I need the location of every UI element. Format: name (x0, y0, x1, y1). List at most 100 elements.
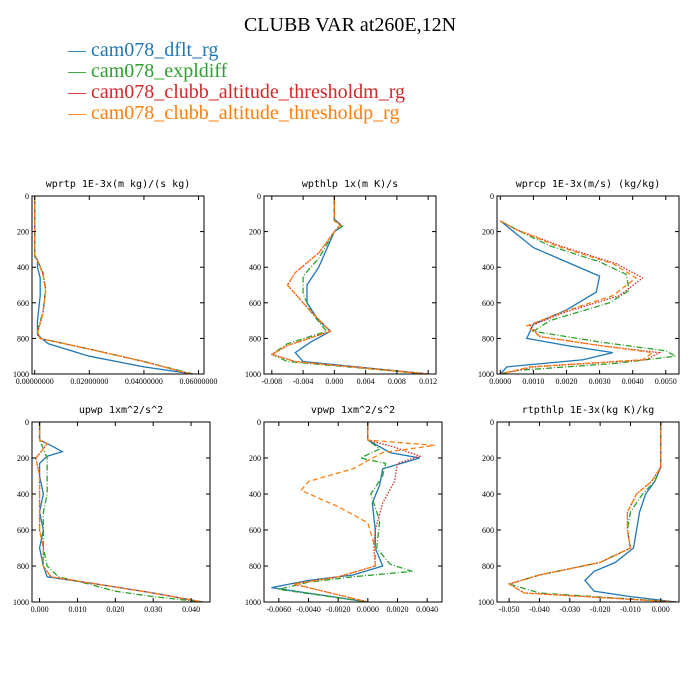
y-tick-label: 0 (490, 192, 494, 201)
panel-title: wpthlp 1x(m K)/s (302, 179, 398, 190)
plot-frame (263, 195, 437, 375)
legend-label: cam078_expldiff (91, 60, 228, 82)
series-line (294, 196, 429, 374)
y-tick-label: 400 (482, 490, 494, 499)
legend-label: cam078_dflt_rg (91, 39, 219, 61)
x-tick-label: -0.008 (261, 377, 282, 386)
legend-line-icon: — (68, 40, 86, 60)
y-tick-label: 0 (25, 192, 29, 201)
y-tick-label: 0 (257, 418, 261, 427)
x-tick-label: -0.0040 (296, 605, 321, 614)
y-tick-label: 800 (17, 334, 29, 343)
y-tick-label: 800 (249, 562, 261, 571)
y-tick-label: 1000 (478, 370, 494, 379)
y-tick-label: 0 (490, 418, 494, 427)
y-tick-label: 200 (482, 454, 494, 463)
y-tick-label: 1000 (245, 370, 261, 379)
legend: — cam078_dflt_rg — cam078_expldiff — cam… (68, 39, 406, 124)
y-tick-label: 400 (482, 263, 494, 272)
series-line (293, 422, 422, 602)
y-tick-label: 200 (17, 228, 29, 237)
x-tick-label: -0.020 (590, 605, 611, 614)
plot-frame (31, 421, 211, 603)
chart-panel: wprtp 1E-3x(m kg)/(s kg) 0 200 400 600 800 100… (13, 179, 218, 386)
y-tick-label: 800 (482, 334, 494, 343)
x-tick-label: 0.02000000 (70, 377, 108, 386)
x-tick-label: 0.0030 (589, 377, 611, 386)
legend-line-icon: — (68, 61, 86, 81)
y-tick-label: 400 (249, 263, 261, 272)
legend-line-icon: — (68, 82, 86, 102)
series-line (506, 422, 677, 602)
x-tick-label: 0.0020 (555, 377, 577, 386)
y-tick-label: 200 (249, 454, 261, 463)
x-tick-label: 0.00000000 (16, 377, 54, 386)
y-tick-label: 400 (17, 490, 29, 499)
panel-title: rtpthlp 1E-3x(kg K)/kg (522, 405, 654, 416)
x-tick-label: 0.0020 (387, 605, 409, 614)
y-tick-label: 1000 (478, 598, 494, 607)
x-tick-label: 0.0050 (655, 377, 677, 386)
series-line (507, 422, 677, 602)
series-line (270, 196, 429, 374)
legend-item: — cam078_clubb_altitude_thresholdm_rg (68, 81, 406, 103)
x-tick-label: 0.020 (106, 605, 124, 614)
y-tick-label: 600 (482, 526, 494, 535)
y-tick-label: 200 (482, 228, 494, 237)
legend-line-icon: — (68, 103, 86, 123)
legend-item: — cam078_clubb_altitude_thresholdp_rg (68, 102, 405, 124)
y-tick-label: 600 (249, 526, 261, 535)
y-tick-label: 600 (482, 299, 494, 308)
x-tick-label: 0.000 (31, 605, 49, 614)
x-tick-label: 0.06000000 (180, 377, 218, 386)
series-line (500, 220, 655, 374)
x-tick-label: 0.0040 (622, 377, 644, 386)
chart-panel: wpthlp 1x(m K)/s 0 200 400 600 800 1000-0.008 -… (245, 179, 437, 386)
y-tick-label: 0 (257, 192, 261, 201)
series-line (270, 196, 429, 374)
series-line (38, 422, 203, 602)
x-tick-label: 0.012 (419, 377, 437, 386)
figure-title: CLUBB VAR at260E,12N (243, 14, 457, 36)
y-tick-label: 200 (17, 454, 29, 463)
panel-title: vpwp 1xm^2/s^2 (311, 405, 395, 416)
x-tick-label: -0.030 (559, 605, 580, 614)
panel-title: wprtp 1E-3x(m kg)/(s kg) (46, 179, 191, 190)
panel-title: upwp 1xm^2/s^2 (79, 405, 163, 416)
y-tick-label: 400 (249, 490, 261, 499)
legend-label: cam078_clubb_altitude_thresholdm_rg (91, 81, 406, 103)
series-line (499, 220, 613, 374)
x-tick-label: -0.010 (620, 605, 641, 614)
x-tick-label: 0.030 (144, 605, 162, 614)
plot-frame (263, 421, 443, 603)
y-tick-label: 800 (17, 562, 29, 571)
x-tick-label: 0.0000 (357, 605, 379, 614)
x-tick-label: -0.040 (529, 605, 550, 614)
x-tick-label: -0.0060 (266, 605, 291, 614)
y-tick-label: 600 (17, 299, 29, 308)
series-line (271, 422, 420, 602)
series-line (500, 220, 662, 374)
legend-label: cam078_clubb_altitude_thresholdp_rg (91, 102, 400, 124)
x-tick-label: 0.0040 (416, 605, 438, 614)
series-line (270, 196, 429, 374)
series-line (500, 220, 678, 374)
y-tick-label: 1000 (13, 370, 29, 379)
x-tick-label: 0.000 (325, 377, 343, 386)
legend-item: — cam078_expldiff (68, 60, 405, 82)
x-tick-label: -0.004 (293, 377, 314, 386)
series-line (35, 422, 203, 602)
y-tick-label: 1000 (245, 598, 261, 607)
chart-panel: wprcp 1E-3x(m/s) (kg/kg) 0 200 400 600 800 100… (478, 179, 680, 386)
series-line (34, 196, 194, 374)
x-tick-label: -0.050 (499, 605, 520, 614)
y-tick-label: 200 (249, 228, 261, 237)
x-tick-label: 0.000 (652, 605, 670, 614)
plot-frame (496, 195, 680, 375)
chart-panel: vpwp 1xm^2/s^2 0 200 400 600 800 1000 -0.0060 -0… (245, 405, 443, 614)
x-tick-label: 0.04000000 (125, 377, 163, 386)
x-tick-label: 0.040 (182, 605, 200, 614)
y-tick-label: 800 (482, 562, 494, 571)
